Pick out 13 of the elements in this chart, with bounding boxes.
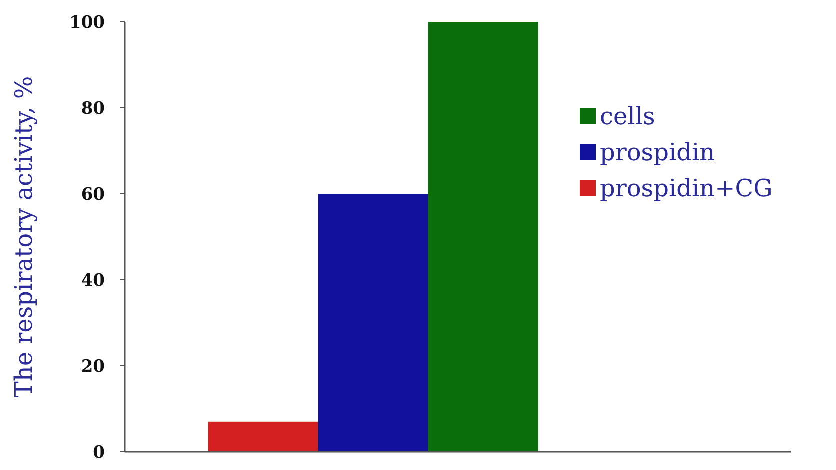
legend-label: prospidin: [600, 138, 716, 166]
y-tick-label: 40: [81, 270, 106, 291]
y-tick-label: 60: [81, 184, 106, 205]
y-tick-label: 100: [70, 12, 106, 33]
y-tick-label: 20: [81, 356, 106, 377]
y-axis-title: The respiratory activity, %: [10, 76, 38, 398]
bar: [208, 422, 318, 452]
legend-label: cells: [600, 102, 656, 130]
y-tick-label: 80: [81, 98, 106, 119]
y-tick-label: 0: [93, 442, 106, 463]
bar: [428, 22, 538, 452]
bar: [318, 194, 428, 452]
legend-label: prospidin+CG: [600, 174, 773, 202]
